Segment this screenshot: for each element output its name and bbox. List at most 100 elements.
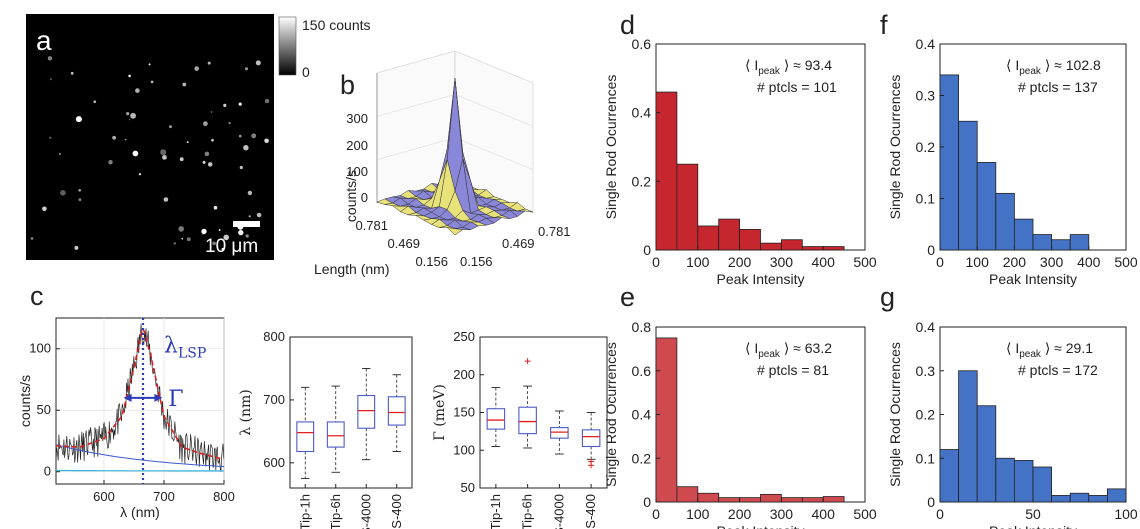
histogram-bar [958, 370, 978, 503]
lambda-lsp-subscript: LSP [178, 345, 206, 361]
fluorescence-spot [194, 66, 199, 71]
histogram-g: 0 0.1 0.2 0.3 0.4 0 50 100 Peak Intensity Single … [887, 319, 1138, 529]
count-annotation: # ptcls = 137 [1018, 79, 1098, 95]
histogram-bar [1051, 495, 1071, 503]
fluorescence-spot [223, 234, 229, 241]
surface-ytick: 0.156 [460, 254, 493, 269]
fluorescence-spot [75, 116, 82, 123]
x-axis-label: Peak Intensity [717, 271, 805, 287]
mean-annotation-subscript: peak [1019, 349, 1042, 360]
histogram-bar [1032, 234, 1053, 251]
background-fit-line [55, 444, 225, 467]
fluorescence-spot [210, 111, 213, 113]
mean-annotation-prefix: ⟨ I [745, 340, 758, 356]
fluorescence-spot [173, 242, 176, 245]
fluorescence-spot [238, 102, 242, 106]
y-tick-label: 0.4 [632, 105, 652, 121]
category-label: NS-4000 [358, 494, 373, 529]
x-tick-label: 200 [1003, 254, 1027, 270]
y-tick-label: 250 [453, 329, 475, 344]
y-tick-label: 100 [29, 341, 51, 356]
x-tick-label: 100 [966, 254, 990, 270]
mean-annotation: ⟨ Ipeak ⟩ ≈ 102.8 [1006, 57, 1101, 77]
x-tick-label: 100 [1114, 506, 1138, 522]
y-tick-label: 0 [927, 494, 935, 510]
histogram-bar [718, 497, 741, 503]
lambda-boxplot: 600 700 800 Tip-1h Tip-6h NS-4000 NS-400 λ (nm) [238, 329, 413, 529]
fluorescence-spot [238, 229, 244, 236]
mean-annotation-value: ⟩ ≈ 93.4 [780, 57, 832, 73]
y-tick-label: 100 [453, 442, 475, 457]
histogram-bar [655, 337, 678, 503]
histogram-d: 0 0.2 0.4 0.6 0 100 200 300 400 500 Peak Intensity… [603, 36, 877, 287]
box [581, 429, 601, 448]
category-label: Tip-6h [328, 494, 343, 529]
x-tick-label: 500 [853, 506, 877, 522]
y-tick-label: 0 [44, 464, 51, 479]
surface-gridline [454, 50, 534, 84]
histogram-bar [801, 497, 824, 503]
fluorescence-spot [247, 190, 253, 196]
surface-gridline [376, 137, 456, 160]
category-label: Tip-1h [488, 494, 503, 529]
fluorescence-spot [59, 153, 61, 155]
histogram-bar [939, 449, 960, 503]
fluorescence-spot [126, 112, 130, 116]
mean-annotation: ⟨ Ipeak ⟩ ≈ 29.1 [1006, 340, 1093, 360]
fluorescence-spot [169, 125, 172, 129]
category-label: NS-4000 [551, 494, 566, 529]
x-tick-label: 700 [153, 489, 175, 504]
x-tick-label: 300 [770, 254, 794, 270]
fluorescence-spot [78, 189, 81, 192]
x-tick-label: 50 [1025, 506, 1041, 522]
y-tick-label: 0.4 [916, 319, 936, 335]
fluorescence-spot [212, 241, 217, 246]
histogram-bar [781, 497, 803, 503]
fluorescence-spot [211, 138, 214, 142]
y-tick-label: 0.1 [916, 450, 936, 466]
panel-label-b: b [340, 70, 355, 100]
mean-annotation-prefix: ⟨ I [1006, 57, 1019, 73]
x-tick-label: 0 [652, 506, 660, 522]
fluorescence-spot [181, 237, 184, 240]
surface-facet [446, 227, 464, 236]
mean-annotation-subscript: peak [1019, 66, 1042, 77]
colorbar [278, 16, 297, 76]
y-tick-label: 600 [263, 455, 285, 470]
y-axis-label: Single Rod Ocurrences [887, 75, 903, 220]
surface-ztick: 100 [346, 164, 368, 179]
fluorescence-spot [264, 138, 269, 144]
surface-ytick: 0.469 [502, 236, 535, 251]
histogram-e: 0 0.2 0.4 0.6 0.8 0 100 200 300 400 500 Peak Intens… [603, 319, 877, 529]
y-tick-label: 800 [263, 329, 285, 344]
fluorescence-spot [248, 215, 251, 218]
x-tick-label: 300 [1040, 254, 1064, 270]
fluorescence-spots [30, 56, 270, 251]
surface-plot [376, 50, 534, 236]
fluorescence-spot [47, 56, 53, 61]
y-tick-label: 0.2 [916, 139, 936, 155]
surface-ztick: 200 [346, 138, 368, 153]
y-tick-label: 0.6 [632, 36, 652, 52]
gamma-boxplot: 50 100 150 200 250 Tip-1h Tip-6h NS-4000 NS-400 Γ… [432, 329, 608, 529]
y-tick-label: 0.4 [632, 407, 652, 423]
y-axis-label: counts/s [17, 375, 33, 427]
mean-annotation: ⟨ Ipeak ⟩ ≈ 63.2 [745, 340, 832, 360]
fluorescence-spot [108, 160, 113, 165]
count-annotation: # ptcls = 81 [757, 362, 829, 378]
surface-ytick: 0.781 [538, 224, 571, 239]
histogram-bar [739, 228, 761, 251]
x-axis-label: Peak Intensity [989, 271, 1077, 287]
y-tick-label: 0.2 [916, 407, 936, 423]
y-tick-label: 0 [643, 494, 651, 510]
fluorescence-spot [239, 165, 243, 170]
fluorescence-spot [182, 82, 187, 87]
x-tick-label: 600 [93, 489, 115, 504]
histogram-bar [976, 162, 997, 251]
y-tick-label: 0.2 [632, 173, 652, 189]
histogram-bar [676, 486, 699, 503]
mean-annotation-subscript: peak [758, 66, 781, 77]
fluorescence-spot [244, 67, 249, 71]
y-tick-label: 0.1 [916, 191, 936, 207]
